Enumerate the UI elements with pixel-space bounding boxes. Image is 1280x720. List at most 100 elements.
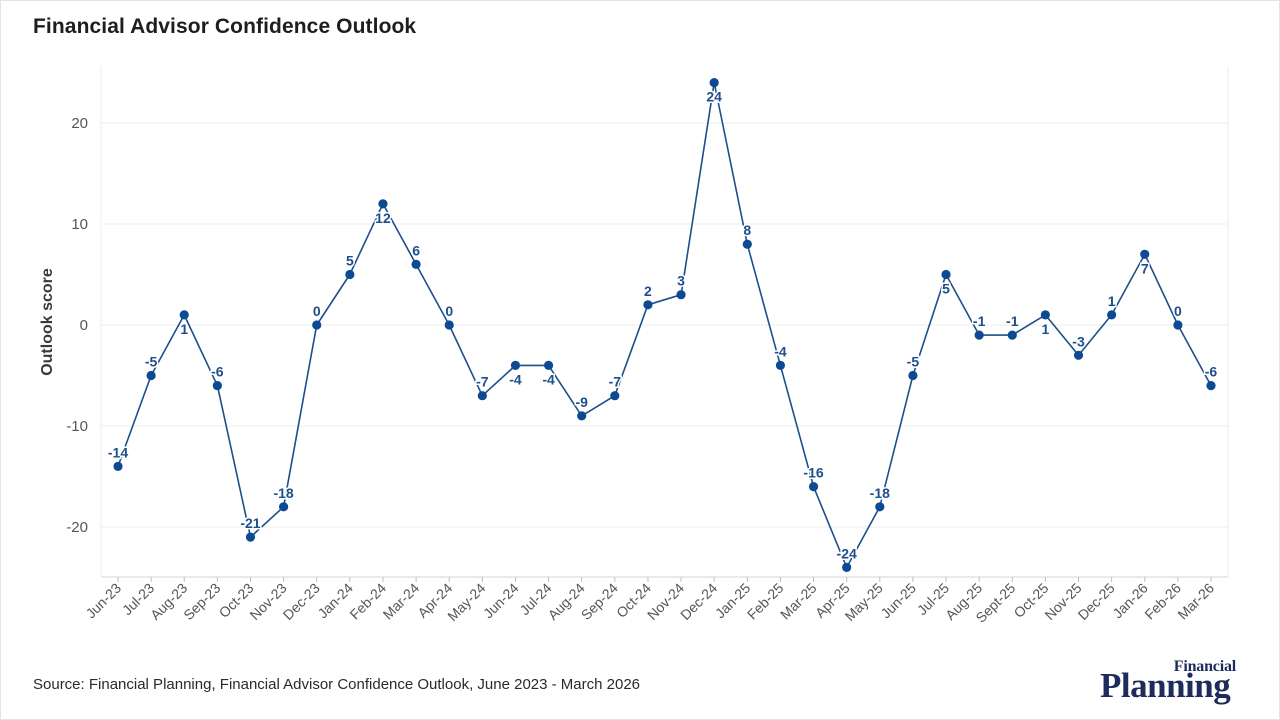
data-point [1206, 381, 1216, 391]
data-label: -21 [240, 515, 260, 531]
source-note: Source: Financial Planning, Financial Ad… [33, 676, 641, 693]
data-label: -5 [145, 354, 158, 370]
x-axis: Jun-23Jul-23Aug-23Sep-23Oct-23Nov-23Dec-… [83, 576, 1228, 626]
data-point [1107, 310, 1117, 320]
data-point [1140, 249, 1150, 259]
data-point [808, 482, 819, 492]
x-tick-label: Mar-26 [1174, 580, 1217, 623]
data-label: -7 [476, 374, 489, 390]
data-point [775, 360, 786, 370]
y-axis-title: Outlook score [39, 268, 56, 376]
data-label: -4 [509, 371, 522, 387]
y-axis: -20 -10 0 10 20 [66, 115, 88, 536]
y-tick-label: -10 [66, 418, 88, 435]
data-point [908, 370, 918, 381]
data-label: -24 [837, 545, 857, 561]
data-label: 0 [313, 303, 321, 319]
data-label: -6 [1205, 364, 1218, 380]
y-tick-label: 20 [71, 115, 88, 132]
data-point [875, 502, 885, 512]
data-point [1040, 310, 1050, 320]
data-point [245, 532, 256, 542]
data-label: -7 [609, 374, 622, 390]
data-point [444, 320, 454, 330]
x-tick-label: Dec-24 [677, 580, 720, 623]
x-tick-label: Sep-24 [578, 580, 621, 623]
data-point [113, 461, 123, 471]
data-point [1173, 320, 1183, 330]
y-tick-label: -20 [66, 519, 88, 536]
y-tick-label: 10 [71, 216, 88, 233]
x-tick-label: Mar-25 [777, 580, 820, 623]
data-label: -4 [542, 371, 555, 387]
data-point [345, 269, 355, 280]
data-point [279, 502, 289, 512]
data-point [742, 239, 752, 249]
data-label: -3 [1072, 333, 1085, 349]
x-tick-label: Jun-25 [877, 580, 919, 622]
x-tick-label: Feb-24 [346, 580, 389, 623]
data-point [643, 300, 653, 310]
y-tick-label: 0 [80, 317, 88, 334]
data-label: 6 [412, 242, 420, 258]
x-tick-label: Feb-25 [744, 580, 787, 623]
data-point [610, 391, 620, 401]
data-point [842, 562, 852, 573]
data-point [411, 259, 421, 269]
data-point [941, 269, 951, 280]
series-group [113, 78, 1216, 573]
series-line [117, 81, 1212, 569]
data-point [974, 330, 984, 340]
data-label: 1 [1041, 321, 1049, 337]
data-label: 2 [644, 283, 652, 299]
data-label: -9 [575, 394, 588, 410]
data-point [1073, 350, 1084, 360]
data-point [212, 381, 222, 391]
data-label: 0 [1174, 303, 1182, 319]
data-point [179, 310, 189, 320]
x-tick-label: Feb-26 [1141, 580, 1184, 623]
x-tick-label: May-24 [444, 580, 488, 624]
data-label: -1 [1006, 313, 1019, 329]
data-label: -14 [108, 444, 128, 460]
x-tick-label: Sep-23 [180, 580, 223, 623]
data-labels: -14 -5 1 -6 -21 -18 0 5 12 6 0 -7 -4 -4 -9 -7 2 3 24 8 -4 -16… [106, 87, 1219, 563]
chart-title: Financial Advisor Confidence Outlook [33, 15, 417, 38]
data-label: -1 [973, 313, 986, 329]
data-label: 3 [677, 273, 685, 289]
data-point [312, 320, 322, 330]
data-point [146, 370, 156, 381]
data-point [676, 290, 686, 300]
data-label: 12 [375, 210, 391, 226]
data-label: 8 [743, 222, 751, 238]
data-point [477, 391, 487, 401]
data-label: 24 [706, 89, 722, 105]
data-label: -6 [211, 364, 224, 380]
gridlines [100, 66, 1229, 577]
data-label: -4 [774, 343, 787, 359]
x-tick-label: Mar-24 [380, 580, 423, 623]
data-point [1007, 330, 1017, 340]
brand-logo-top: Financial [1173, 658, 1236, 675]
data-label: -5 [907, 354, 920, 370]
data-label: 7 [1141, 260, 1149, 276]
data-label: -16 [803, 465, 823, 481]
data-label: 1 [180, 321, 188, 337]
x-tick-label: Dec-25 [1075, 580, 1118, 623]
data-label: 0 [445, 303, 453, 319]
data-point [378, 199, 388, 209]
x-tick-label: Jun-23 [83, 580, 125, 622]
brand-logo-main: Planning [1100, 666, 1231, 705]
data-label: 1 [1108, 293, 1116, 309]
data-label: 5 [346, 253, 354, 269]
x-tick-label: May-25 [842, 580, 886, 624]
data-label: -18 [273, 485, 293, 501]
brand-logo: Financial Planning [1096, 658, 1252, 704]
data-label: 5 [942, 281, 950, 297]
data-point [577, 411, 587, 421]
data-point [709, 78, 719, 88]
data-point [543, 360, 554, 370]
x-tick-label: Jun-24 [480, 580, 522, 622]
